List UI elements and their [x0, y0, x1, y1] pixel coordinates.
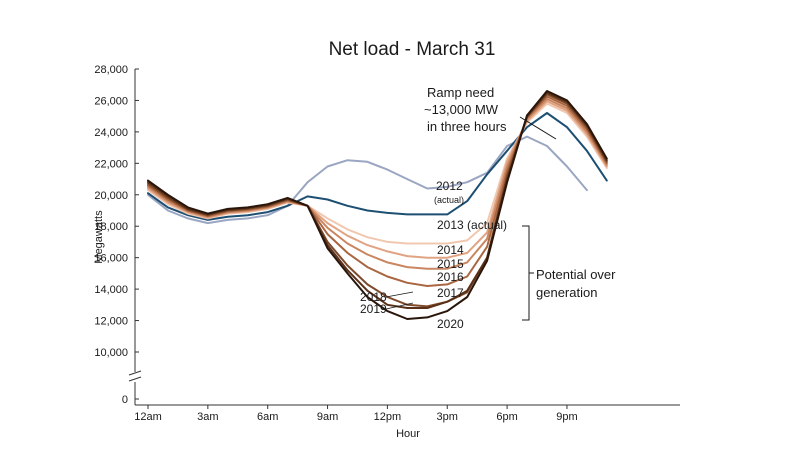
bracket-shape	[522, 225, 530, 321]
ramp-line-1: Ramp need	[427, 85, 494, 100]
y-tick-label: 0	[122, 394, 128, 406]
overgen-line-1: Potential over	[536, 267, 616, 282]
chart-title: Net load - March 31	[329, 39, 496, 60]
y-tick-labels: 0 10,000 12,000 14,000 16,000 18,000 20,000 22,…	[94, 64, 139, 406]
x-axis-label: Hour	[396, 428, 420, 440]
label-2013: 2013 (actual)	[437, 218, 507, 232]
label-2016: 2016	[437, 270, 464, 284]
x-tick-label: 3am	[197, 411, 218, 423]
x-tick-labels: 12am 3am 6am 9am 12pm 3pm 6pm 9pm	[134, 405, 578, 423]
x-tick-label: 3pm	[437, 411, 458, 423]
axis-break-mark	[128, 370, 142, 382]
y-tick-label: 24,000	[94, 127, 128, 139]
x-tick-label: 9pm	[556, 411, 577, 423]
x-tick-label: 9am	[317, 411, 338, 423]
y-tick-label: 14,000	[94, 284, 128, 296]
label-2017: 2017	[437, 286, 464, 300]
y-tick-label: 22,000	[94, 158, 128, 170]
series-line-2015	[147, 100, 608, 259]
ramp-pointer	[519, 116, 557, 140]
label-2014: 2014	[437, 243, 464, 257]
pointer-2019	[385, 302, 414, 310]
series-line-2016	[147, 97, 608, 270]
label-2012: 2012	[436, 179, 463, 193]
y-axis-label: Megawatts	[93, 210, 105, 264]
overgen-bracket	[522, 225, 534, 321]
y-tick-label: 16,000	[94, 253, 128, 265]
x-tick-label: 12am	[134, 411, 162, 423]
series-lines	[147, 90, 608, 320]
ramp-annotation: Ramp need ~13,000 MW in three hours	[424, 85, 557, 140]
y-tick-label: 10,000	[94, 347, 128, 359]
ramp-line-2: ~13,000 MW	[424, 102, 499, 117]
label-2020: 2020	[437, 317, 464, 331]
y-tick-label: 28,000	[94, 64, 128, 76]
label-2015: 2015	[437, 257, 464, 271]
x-tick-label: 6pm	[496, 411, 517, 423]
x-tick-label: 12pm	[374, 411, 402, 423]
label-2018: 2018	[360, 290, 387, 304]
label-2019: 2019	[360, 302, 387, 316]
series-line-2013-actual	[147, 112, 608, 221]
y-tick-label: 12,000	[94, 316, 128, 328]
pointer-2018	[385, 291, 414, 298]
y-tick-label: 20,000	[94, 190, 128, 202]
label-2012-actual: (actual)	[434, 195, 464, 205]
y-tick-label: 18,000	[94, 221, 128, 233]
overgen-line-2: generation	[536, 285, 597, 300]
x-tick-label: 6am	[257, 411, 278, 423]
ramp-line-3: in three hours	[427, 119, 507, 134]
y-tick-label: 26,000	[94, 95, 128, 107]
series-line-2020	[147, 90, 608, 320]
